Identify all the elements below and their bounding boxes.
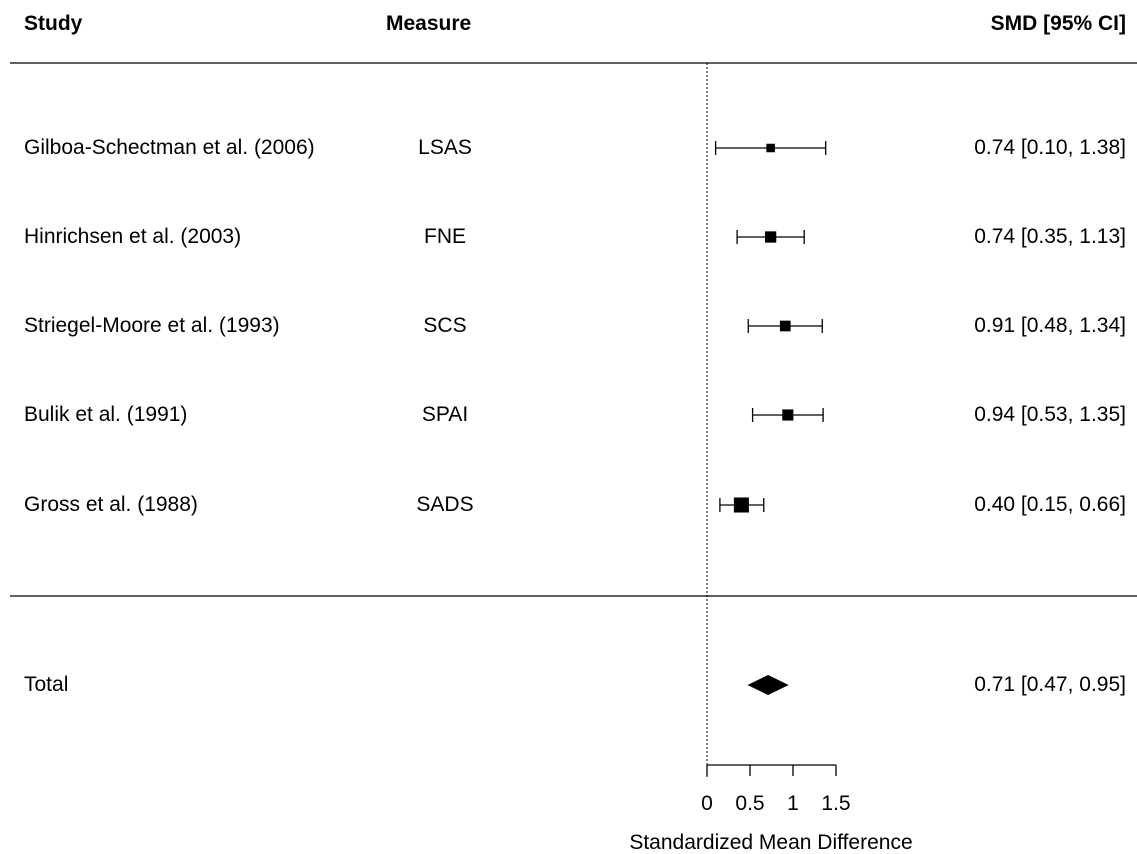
ci-text: 0.74 [0.35, 1.13] <box>974 225 1126 248</box>
x-axis-label: Standardized Mean Difference <box>629 831 912 854</box>
study-label: Striegel-Moore et al. (1993) <box>24 314 280 337</box>
estimate-square <box>765 231 777 243</box>
header-study: Study <box>24 12 83 35</box>
study-label: Gross et al. (1988) <box>24 493 198 516</box>
estimate-square <box>779 320 791 332</box>
total-ci-text: 0.71 [0.47, 0.95] <box>974 673 1126 696</box>
x-tick-label: 0.5 <box>735 792 764 815</box>
study-label: Hinrichsen et al. (2003) <box>24 225 242 248</box>
ci-text: 0.91 [0.48, 1.34] <box>974 314 1126 337</box>
measure-label: SCS <box>423 314 467 337</box>
estimate-square <box>733 497 749 513</box>
ci-text: 0.74 [0.10, 1.38] <box>974 136 1126 159</box>
header-measure: Measure <box>386 12 472 35</box>
ci-text: 0.40 [0.15, 0.66] <box>974 493 1126 516</box>
x-tick-label: 1.5 <box>821 792 850 815</box>
x-tick-label: 0 <box>701 792 713 815</box>
total-label: Total <box>24 673 69 696</box>
measure-label: FNE <box>424 225 466 248</box>
estimate-square <box>782 409 794 421</box>
total-diamond <box>747 675 789 695</box>
study-label: Bulik et al. (1991) <box>24 403 188 426</box>
study-label: Gilboa-Schectman et al. (2006) <box>24 136 315 159</box>
measure-label: LSAS <box>418 136 472 159</box>
x-tick-label: 1 <box>787 792 799 815</box>
ci-text: 0.94 [0.53, 1.35] <box>974 403 1126 426</box>
measure-label: SPAI <box>421 403 469 426</box>
measure-label: SADS <box>416 493 474 516</box>
estimate-square <box>766 143 775 153</box>
header-smd-ci: SMD [95% CI] <box>990 12 1126 35</box>
